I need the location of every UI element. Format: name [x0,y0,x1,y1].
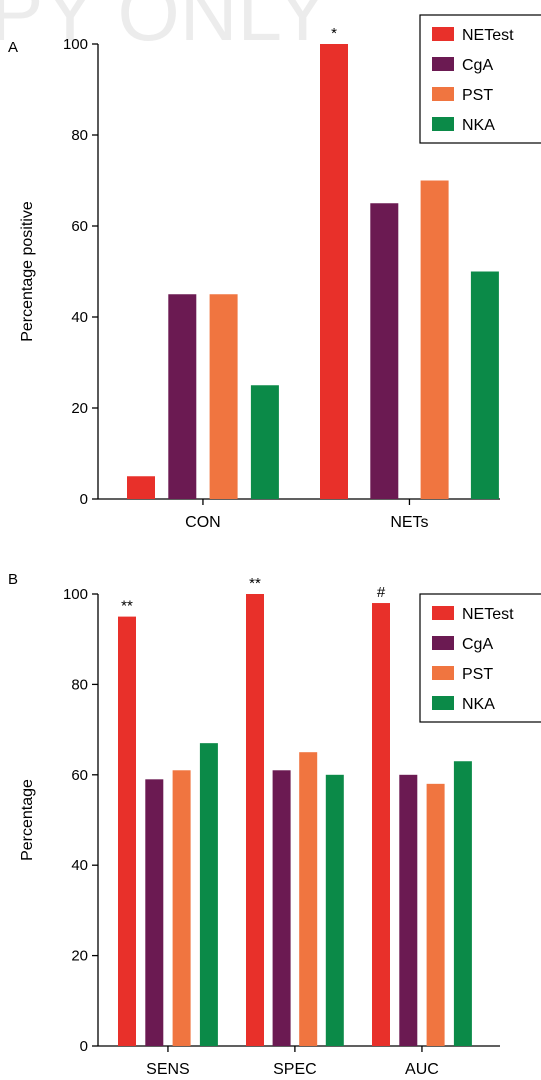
legend-label: NKA [462,117,495,134]
bar-cga-auc [399,774,418,1046]
legend: NETest CgA PST NKA [419,14,541,144]
legend-label: NKA [462,696,495,713]
bar-cga-spec [272,770,291,1046]
y-tick-label: 100 [63,36,88,53]
significance-annotation: * [331,25,337,42]
y-tick-label: 60 [71,767,88,784]
legend-swatch-cga [432,636,454,650]
legend-swatch-nka [432,696,454,710]
x-category-label: NETs [390,514,428,531]
bar-pst-con [209,294,238,499]
y-tick-label: 40 [71,309,88,326]
chart-panel-a: A 0 20 40 60 80 100 Percentage positive CON NETs *… [8,14,541,531]
significance-annotation: ** [249,575,261,592]
bar-netest-con [127,476,155,499]
bar-cga-nets [370,203,399,499]
bar-nka-sens [199,743,218,1046]
y-axis-title: Percentage positive [19,201,36,342]
y-tick-label: 20 [71,400,88,417]
y-tick-label: 60 [71,218,88,235]
bar-cga-sens [145,779,164,1046]
legend-label: PST [462,666,493,683]
legend-label: CgA [462,636,493,653]
x-category-label: AUC [405,1061,439,1078]
bar-pst-sens [172,770,191,1046]
y-tick-label: 0 [80,491,88,508]
legend-label: NETest [462,27,514,44]
y-tick-label: 0 [80,1038,88,1055]
bar-nka-auc [453,761,472,1046]
legend-swatch-nka [432,117,454,131]
bar-netest-nets [320,44,348,499]
legend-swatch-pst [432,87,454,101]
legend-label: NETest [462,606,514,623]
legend-swatch-cga [432,57,454,71]
bar-cga-con [168,294,197,499]
panel-letter: A [8,39,18,56]
bar-nka-spec [325,774,344,1046]
watermark: PY ONLY [0,0,329,57]
y-tick-label: 40 [71,857,88,874]
legend-swatch-netest [432,27,454,41]
legend-swatch-netest [432,606,454,620]
legend-swatch-pst [432,666,454,680]
chart-panel-b: B 0 20 40 60 80 100 Percentage SENS SPEC AUC ** ** # N… [8,571,541,1078]
bar-pst-auc [426,783,445,1046]
legend-label: CgA [462,57,493,74]
y-tick-label: 100 [63,586,88,603]
x-category-label: SPEC [273,1061,317,1078]
bar-netest-auc [372,603,390,1046]
bar-nka-nets [470,271,499,499]
x-category-label: SENS [146,1061,190,1078]
bar-netest-sens [118,616,136,1046]
bar-pst-nets [420,180,449,499]
y-tick-label: 80 [71,127,88,144]
bar-nka-con [250,385,279,499]
legend-label: PST [462,87,493,104]
y-axis-title: Percentage [19,779,36,861]
legend: NETest CgA PST NKA [419,593,541,723]
x-category-label: CON [185,514,221,531]
y-tick-label: 20 [71,948,88,965]
significance-annotation: # [377,584,386,601]
bar-netest-spec [246,594,264,1046]
significance-annotation: ** [121,598,133,615]
panel-letter: B [8,571,18,588]
y-tick-label: 80 [71,676,88,693]
bar-pst-spec [299,752,318,1046]
